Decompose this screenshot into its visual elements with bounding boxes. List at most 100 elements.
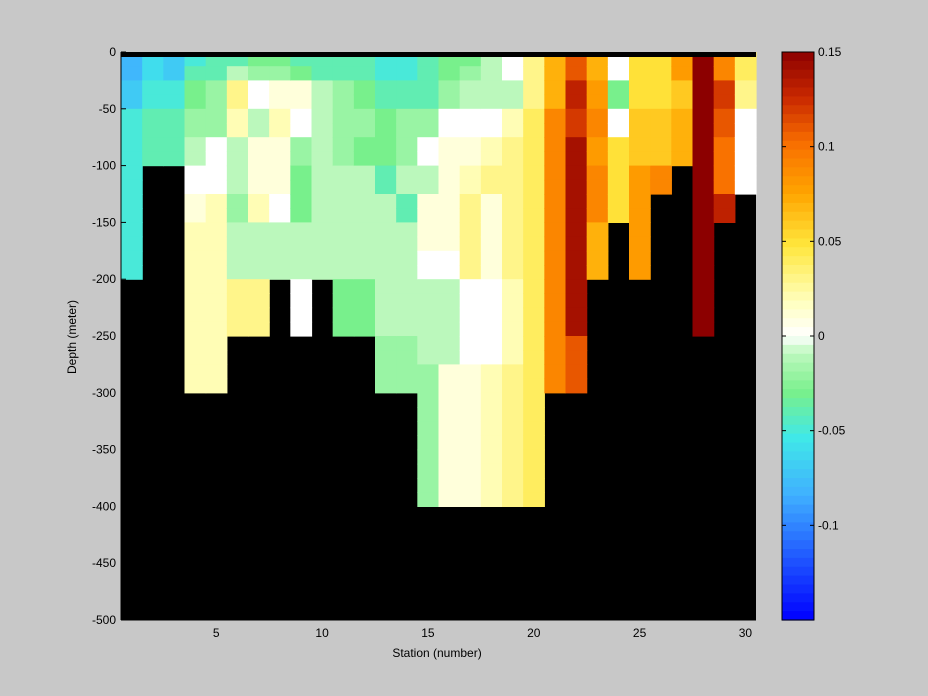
heatmap-cell	[184, 80, 207, 96]
heatmap-cell	[502, 449, 524, 465]
heatmap-cell	[375, 137, 397, 152]
heatmap-cell	[417, 165, 440, 181]
heatmap-cell	[417, 66, 440, 81]
heatmap-cell	[692, 293, 715, 309]
heatmap-cell	[353, 123, 376, 138]
heatmap-cell	[269, 123, 291, 138]
heatmap-cell	[544, 236, 567, 252]
heatmap-cell	[650, 94, 672, 110]
heatmap-cell	[269, 250, 291, 266]
heatmap-cell	[544, 222, 567, 238]
heatmap-cell	[692, 250, 715, 266]
heatmap-cell	[544, 321, 567, 337]
heatmap-cell	[713, 123, 736, 138]
heatmap-cell	[417, 208, 440, 223]
heatmap-cell	[205, 236, 228, 252]
heatmap-cell	[332, 80, 355, 96]
heatmap-cell	[417, 392, 440, 408]
heatmap-cell	[205, 293, 228, 309]
heatmap-cell	[184, 108, 207, 124]
heatmap-cell	[205, 364, 228, 380]
colorbar-segment	[782, 265, 814, 275]
heatmap-cell	[163, 108, 186, 124]
heatmap-cell	[290, 236, 313, 252]
heatmap-cell	[629, 194, 651, 209]
heatmap-cell	[226, 293, 249, 309]
colorbar-segment	[782, 433, 814, 444]
heatmap-cell	[565, 208, 588, 223]
heatmap-cell	[121, 137, 143, 152]
heatmap-cell	[438, 194, 461, 209]
heatmap-cell	[226, 236, 249, 252]
heatmap-cell	[586, 265, 609, 280]
heatmap-cell	[269, 222, 291, 238]
heatmap-cell	[502, 463, 524, 479]
heatmap-cell	[311, 80, 334, 96]
heatmap-cell	[459, 236, 482, 252]
heatmap-cell	[142, 137, 164, 152]
heatmap-cell	[332, 137, 355, 152]
heatmap-cell	[311, 165, 334, 181]
colorbar-segment	[782, 540, 814, 550]
colorbar-segment	[782, 513, 814, 523]
heatmap-cell	[502, 151, 524, 167]
heatmap-cell	[417, 421, 440, 436]
heatmap-cell	[311, 108, 334, 124]
heatmap-cell	[290, 137, 313, 152]
colorbar-segment	[782, 185, 814, 195]
heatmap-cell	[311, 222, 334, 238]
heatmap-cell	[375, 321, 397, 337]
colorbar-segment	[782, 478, 814, 488]
heatmap-cell	[713, 94, 736, 110]
heatmap-cell	[523, 222, 545, 238]
heatmap-cell	[523, 307, 545, 323]
heatmap-cell	[544, 279, 567, 294]
heatmap-cell	[586, 108, 609, 124]
heatmap-cell	[353, 108, 376, 124]
heatmap-cell	[565, 151, 588, 167]
heatmap-cell	[480, 435, 503, 451]
heatmap-cell	[523, 378, 545, 394]
heatmap-cell	[396, 250, 418, 266]
heatmap-cell	[671, 123, 694, 138]
heatmap-cell	[226, 165, 249, 181]
colorbar-segment	[782, 114, 814, 124]
heatmap-cell	[692, 165, 715, 181]
heatmap-cell	[375, 94, 397, 110]
heatmap-cell	[629, 151, 651, 167]
heatmap-cell	[523, 407, 545, 422]
colorbar-segment	[782, 495, 814, 506]
heatmap-cell	[184, 222, 207, 238]
heatmap-cell	[438, 449, 461, 465]
heatmap-cell	[523, 449, 545, 465]
heatmap-cell	[459, 194, 482, 209]
heatmap-cell	[480, 236, 503, 252]
heatmap-cell	[629, 222, 651, 238]
heatmap-cell	[417, 378, 440, 394]
heatmap-cell	[396, 208, 418, 223]
heatmap-cell	[142, 151, 164, 167]
heatmap-cell	[226, 137, 249, 152]
heatmap-cell	[142, 94, 164, 110]
heatmap-cell	[290, 165, 313, 181]
heatmap-cell	[459, 378, 482, 394]
heatmap-cell	[650, 137, 672, 152]
colorbar-segment	[782, 362, 814, 373]
heatmap-cell	[544, 293, 567, 309]
colorbar-segment	[782, 194, 814, 204]
heatmap-cell	[438, 151, 461, 167]
colorbar-segment	[782, 202, 814, 213]
heatmap-cell	[417, 108, 440, 124]
heatmap-cell	[290, 194, 313, 209]
heatmap-cell	[438, 378, 461, 394]
heatmap-cell	[353, 80, 376, 96]
heatmap-cell	[184, 336, 207, 351]
heatmap-cell	[480, 208, 503, 223]
colorbar-segment	[782, 442, 814, 452]
heatmap-cell	[692, 236, 715, 252]
heatmap-cell	[629, 80, 651, 96]
heatmap-cell	[692, 108, 715, 124]
heatmap-cell	[438, 421, 461, 436]
colorbar-segment	[782, 123, 814, 133]
heatmap-cell	[248, 66, 270, 81]
